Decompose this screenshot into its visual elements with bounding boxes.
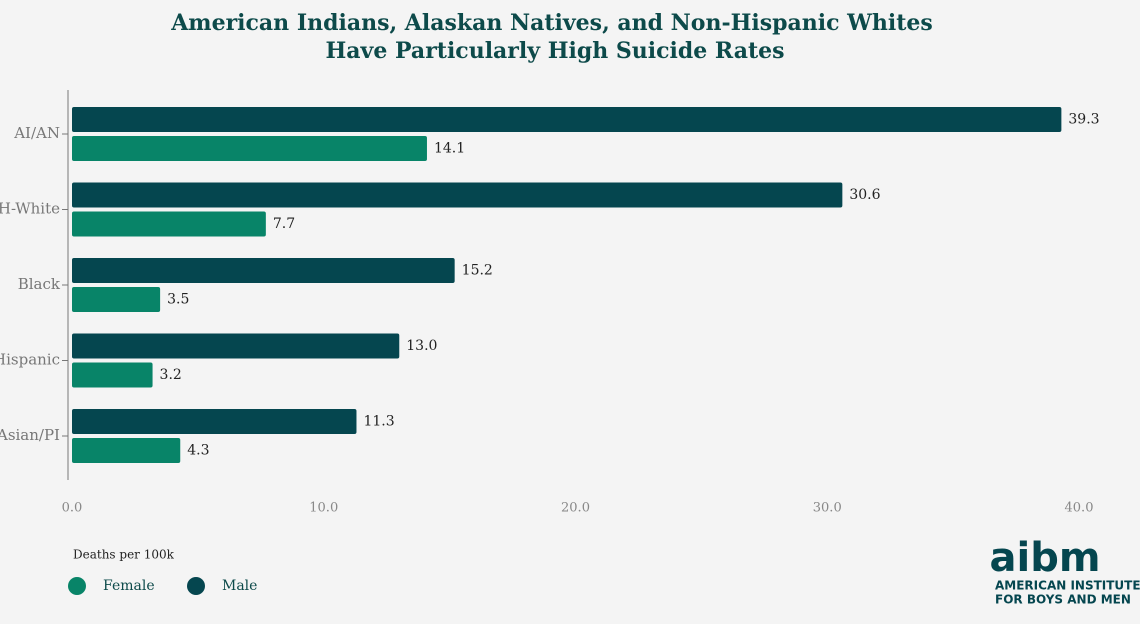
value-label: 13.0 — [406, 338, 437, 354]
value-label: 39.3 — [1068, 112, 1099, 128]
logo-mark: aibm — [989, 535, 1100, 581]
bar — [72, 107, 1062, 132]
value-label: 30.6 — [849, 187, 880, 203]
bar — [72, 211, 266, 237]
bar — [72, 258, 455, 283]
y-tick-label: AI/AN — [13, 124, 60, 142]
logo-text: FOR BOYS AND MEN — [995, 593, 1131, 607]
logo: aibm AMERICAN INSTITUTE FOR BOYS AND MEN — [989, 535, 1140, 607]
value-label: 14.1 — [434, 141, 465, 157]
y-tick-label: Asian/PI — [0, 426, 60, 444]
bar — [72, 362, 153, 388]
chart-title: American Indians, Alaskan Natives, and N… — [170, 10, 933, 36]
y-tick-label: NH-White — [0, 200, 60, 218]
bar — [72, 438, 181, 463]
legend-title: Deaths per 100k — [73, 548, 175, 562]
value-label: 4.3 — [187, 443, 209, 459]
value-label: 3.2 — [160, 367, 182, 383]
legend-swatch — [68, 577, 86, 595]
bar — [72, 287, 161, 312]
chart-subtitle: Have Particularly High Suicide Rates — [326, 38, 785, 64]
bar — [72, 333, 400, 359]
x-tick-label: 10.0 — [309, 501, 338, 516]
y-tick-label: Black — [18, 275, 61, 293]
x-tick-label: 20.0 — [561, 501, 590, 516]
legend-label: Female — [103, 578, 155, 594]
logo-text: AMERICAN INSTITUTE — [995, 579, 1140, 593]
x-tick-label: 0.0 — [62, 501, 83, 516]
legend-label: Male — [222, 578, 257, 594]
value-label: 15.2 — [462, 263, 493, 279]
value-label: 7.7 — [273, 216, 295, 232]
y-tick-label: Hispanic — [0, 351, 60, 369]
x-tick-label: 30.0 — [813, 501, 842, 516]
x-tick-label: 40.0 — [1065, 501, 1094, 516]
bar — [72, 409, 357, 434]
value-label: 3.5 — [167, 292, 189, 308]
legend-swatch — [187, 577, 205, 595]
bar — [72, 182, 843, 208]
bar — [72, 136, 427, 161]
value-label: 11.3 — [363, 414, 394, 430]
